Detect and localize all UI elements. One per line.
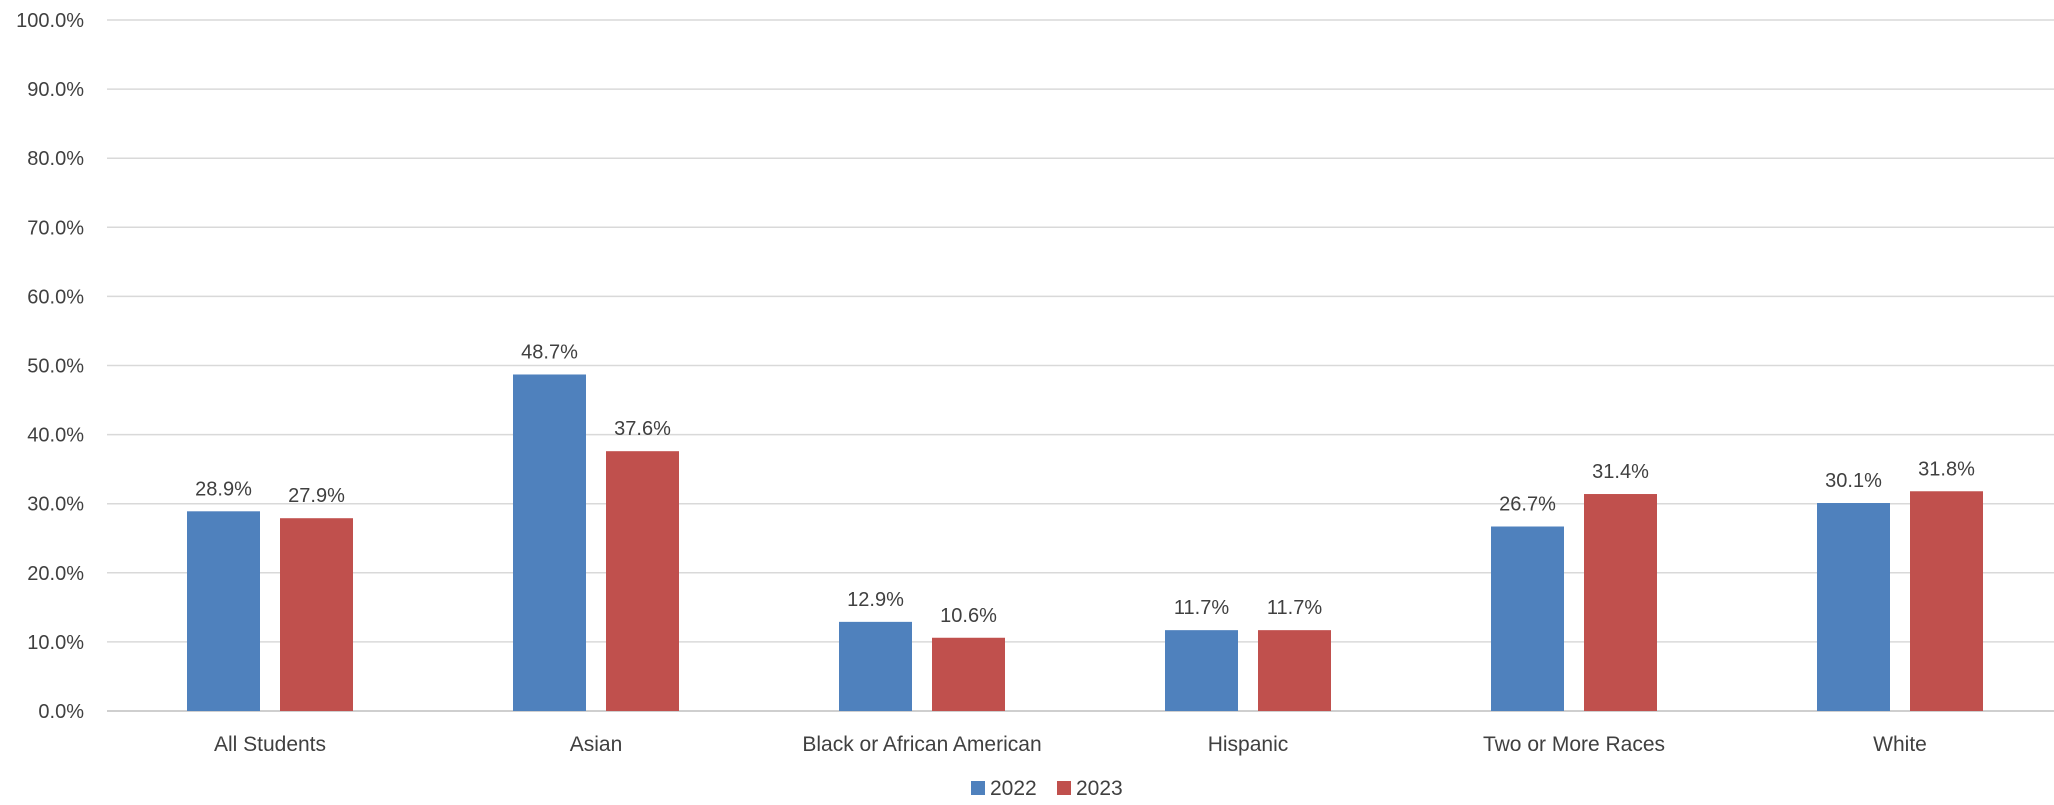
bars (187, 374, 1983, 711)
bar-2023-4 (1584, 494, 1657, 711)
y-tick-label: 90.0% (27, 79, 84, 101)
y-tick-label: 40.0% (27, 425, 84, 447)
bar-2022-4 (1491, 526, 1564, 711)
bar-2022-1 (513, 374, 586, 711)
data-label-2023-3: 11.7% (1267, 597, 1322, 619)
data-label-2022-4: 26.7% (1499, 494, 1556, 516)
category-label: Hispanic (1208, 733, 1289, 756)
data-label-2022-5: 30.1% (1825, 470, 1882, 492)
bar-2022-3 (1165, 630, 1238, 711)
category-label: Asian (570, 733, 623, 756)
gridlines (107, 19, 2054, 712)
data-labels: 28.9% 27.9% 48.7% 37.6% 12.9% 10.6% 11.7% 11.7%… (195, 341, 1975, 626)
y-axis-ticks: 0.0% 10.0% 20.0% 30.0% 40.0% 50.0% 60.0% 70.0% 8… (16, 10, 84, 723)
y-tick-label: 70.0% (27, 217, 84, 239)
legend-label-2023: 2023 (1076, 777, 1123, 800)
legend-label-2022: 2022 (990, 777, 1037, 800)
category-label: All Students (214, 733, 326, 756)
legend-swatch-2022 (971, 781, 985, 795)
data-label-2022-2: 12.9% (847, 589, 904, 611)
y-tick-label: 80.0% (27, 148, 84, 170)
y-tick-label: 50.0% (27, 356, 84, 378)
data-label-2023-2: 10.6% (940, 605, 997, 627)
y-tick-label: 60.0% (27, 286, 84, 308)
data-label-2022-1: 48.7% (521, 341, 578, 363)
data-label-2023-4: 31.4% (1592, 461, 1649, 483)
y-tick-label: 100.0% (16, 10, 84, 32)
data-label-2023-1: 37.6% (614, 418, 671, 440)
data-label-2022-0: 28.9% (195, 478, 252, 500)
category-label: Two or More Races (1483, 733, 1665, 756)
bar-2023-2 (932, 637, 1005, 711)
bar-2022-2 (839, 621, 912, 711)
bar-2022-5 (1817, 503, 1890, 711)
category-label: White (1873, 733, 1927, 756)
legend-swatch-2023 (1057, 781, 1071, 795)
x-axis-categories: All Students Asian Black or African Americ… (214, 733, 1927, 756)
data-label-2023-0: 27.9% (288, 485, 345, 507)
bar-2023-5 (1910, 491, 1983, 711)
y-tick-label: 30.0% (27, 494, 84, 516)
y-tick-label: 20.0% (27, 563, 84, 585)
bar-2023-1 (606, 451, 679, 711)
category-label: Black or African American (802, 733, 1041, 756)
bar-2023-3 (1258, 630, 1331, 711)
data-label-2023-5: 31.8% (1918, 458, 1975, 480)
y-tick-label: 0.0% (38, 701, 84, 723)
bar-2023-0 (280, 518, 353, 711)
data-label-2022-3: 11.7% (1174, 597, 1229, 619)
bar-2022-0 (187, 511, 260, 711)
y-tick-label: 10.0% (27, 632, 84, 654)
legend: 2022 2023 (971, 777, 1123, 800)
